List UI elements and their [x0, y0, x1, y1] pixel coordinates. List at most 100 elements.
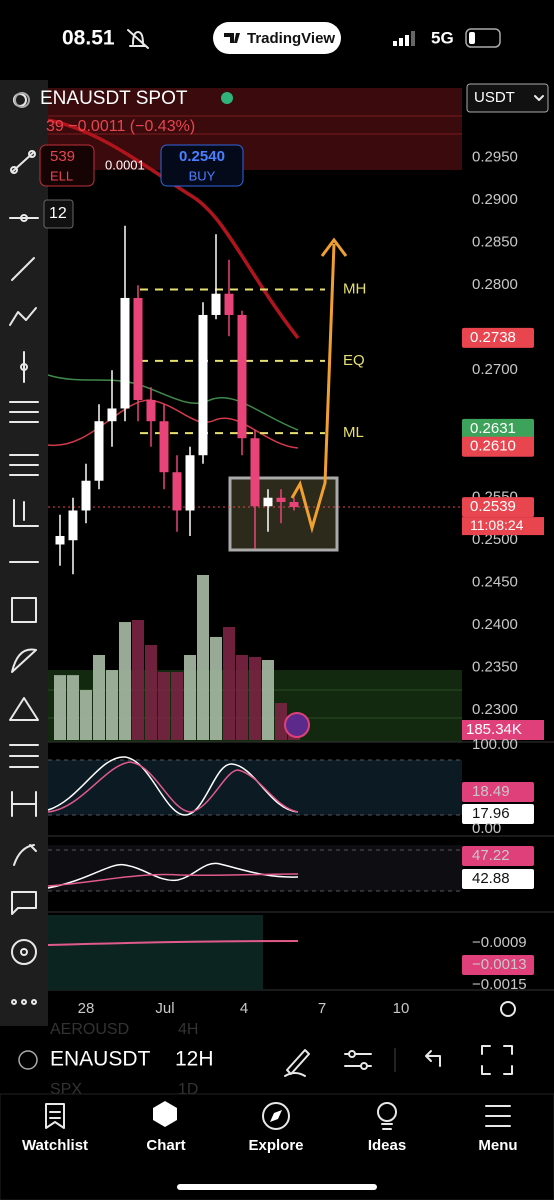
interval-badge[interactable]	[43, 199, 74, 229]
price-tick-label: 0.2700	[472, 361, 518, 378]
volume-bar	[236, 655, 248, 740]
compass	[270, 1110, 282, 1122]
candle-body	[94, 421, 104, 481]
tab-label[interactable]: Ideas	[368, 1137, 406, 1154]
price-tick-label: 0.2300	[472, 701, 518, 718]
candle-body	[146, 399, 156, 422]
price-tag	[462, 327, 534, 348]
rsi-band	[48, 845, 462, 891]
price-tag	[462, 418, 534, 439]
symbol-icon	[14, 92, 30, 108]
buy-label: BUY	[189, 168, 216, 183]
volume-bar	[67, 675, 79, 740]
volume-bar	[119, 622, 131, 740]
volume-bar	[158, 671, 170, 740]
countdown-tag	[462, 517, 544, 536]
volume-bar	[54, 675, 66, 740]
price-tick-label: 0.2350	[472, 659, 518, 676]
x-tick-label: 7	[318, 1000, 326, 1017]
candle-body	[250, 438, 260, 507]
sell-label: ELL	[50, 168, 73, 183]
resistance-zone	[48, 88, 462, 170]
x-tick-label: 4	[240, 1000, 248, 1017]
countdown: 11:08:24	[470, 517, 524, 533]
volume-bar	[184, 655, 196, 740]
chevron	[534, 95, 544, 101]
level-label: ML	[343, 424, 364, 441]
drawing-toolbar	[0, 80, 48, 1026]
macd-line	[47, 940, 299, 946]
ma-long	[47, 118, 300, 340]
indicator-label: 42.88	[472, 870, 510, 887]
change: 39 −0.0011 (−0.43%)	[46, 118, 195, 135]
price-tick-label: 0.2950	[472, 149, 518, 166]
interval-badge-text: 12	[49, 205, 67, 222]
projection-arrow	[290, 237, 348, 534]
candle-body	[68, 510, 78, 541]
buy-price: 0.2540	[179, 148, 225, 165]
toolbar-symbol[interactable]: ENAUSDT	[50, 1048, 151, 1071]
candle-body	[198, 314, 208, 456]
indicator-tag	[462, 804, 534, 824]
candle-body	[185, 455, 195, 511]
tab-label[interactable]: Menu	[478, 1137, 517, 1154]
candle-body	[120, 297, 130, 409]
indicator-tag	[462, 869, 534, 889]
candle-body	[107, 408, 117, 422]
indicator-label: −0.0009	[472, 934, 527, 951]
fullscreen-icon[interactable]	[481, 1045, 513, 1075]
signal-icon	[393, 31, 415, 46]
currency-select[interactable]	[466, 83, 549, 113]
tv-logo	[224, 33, 240, 43]
tab-label[interactable]: Watchlist	[22, 1137, 88, 1154]
symbol-bar	[0, 1026, 554, 1094]
tab-label[interactable]: Chart	[146, 1137, 185, 1154]
volume-bar	[171, 671, 183, 740]
level-label: MH	[343, 280, 366, 297]
candle-body	[224, 293, 234, 315]
price-tick-label: 0.2450	[472, 574, 518, 591]
price-tick-label: 0.2500	[472, 531, 518, 548]
candle-body	[211, 293, 221, 315]
volume-bar	[210, 636, 222, 740]
price-tick-label: 0.2850	[472, 234, 518, 251]
price-tag	[462, 497, 534, 518]
candle-body	[133, 297, 143, 400]
indicator-label: 100.00	[472, 736, 518, 753]
candle-body	[55, 535, 65, 545]
toolbar-interval[interactable]: 12H	[175, 1048, 214, 1071]
currency: USDT	[474, 89, 515, 106]
spread: 0.0001	[105, 157, 145, 172]
buy-button[interactable]	[160, 144, 244, 187]
volume-bar	[145, 644, 157, 740]
indicator-label: −0.0015	[472, 976, 527, 993]
tab-label[interactable]: Explore	[248, 1137, 303, 1154]
indicator-tag	[462, 782, 534, 802]
app-name: TradingView	[247, 30, 335, 47]
volume-bar	[93, 655, 105, 740]
volume-bar	[106, 670, 118, 740]
indicator-tag	[462, 846, 534, 866]
alert-badge	[284, 712, 310, 738]
volume-bar	[80, 690, 92, 740]
indicator-label: 18.49	[472, 783, 510, 800]
battery	[465, 28, 501, 48]
volume-bar	[262, 659, 274, 740]
volume-bar	[249, 656, 261, 740]
oscillator-band	[48, 760, 462, 815]
x-tick-label: Jul	[155, 1000, 174, 1017]
settings-icon[interactable]	[500, 1001, 516, 1017]
symbol[interactable]: ENAUSDT SPOT	[40, 88, 188, 109]
volume-bar	[275, 703, 287, 740]
draw-icon[interactable]	[284, 1049, 310, 1077]
sell-button[interactable]	[39, 144, 95, 187]
candle-body	[289, 501, 299, 508]
undo-icon[interactable]	[425, 1050, 441, 1067]
symbol-logo	[18, 1050, 38, 1070]
candle-body	[172, 472, 182, 511]
tabs: Watchlist Chart Explore Ideas Menu	[22, 1137, 518, 1154]
indicator-label: 17.96	[472, 805, 510, 822]
stoch-d	[47, 761, 299, 813]
price-tag-label: 0.2610	[470, 438, 516, 455]
